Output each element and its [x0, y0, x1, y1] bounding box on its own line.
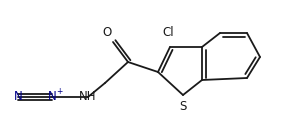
Text: Cl: Cl: [162, 25, 174, 39]
Text: +: +: [56, 86, 62, 96]
Text: N: N: [47, 91, 56, 103]
Text: O: O: [102, 26, 112, 40]
Text: N: N: [13, 91, 22, 103]
Text: S: S: [179, 100, 187, 112]
Text: NH: NH: [79, 91, 97, 103]
